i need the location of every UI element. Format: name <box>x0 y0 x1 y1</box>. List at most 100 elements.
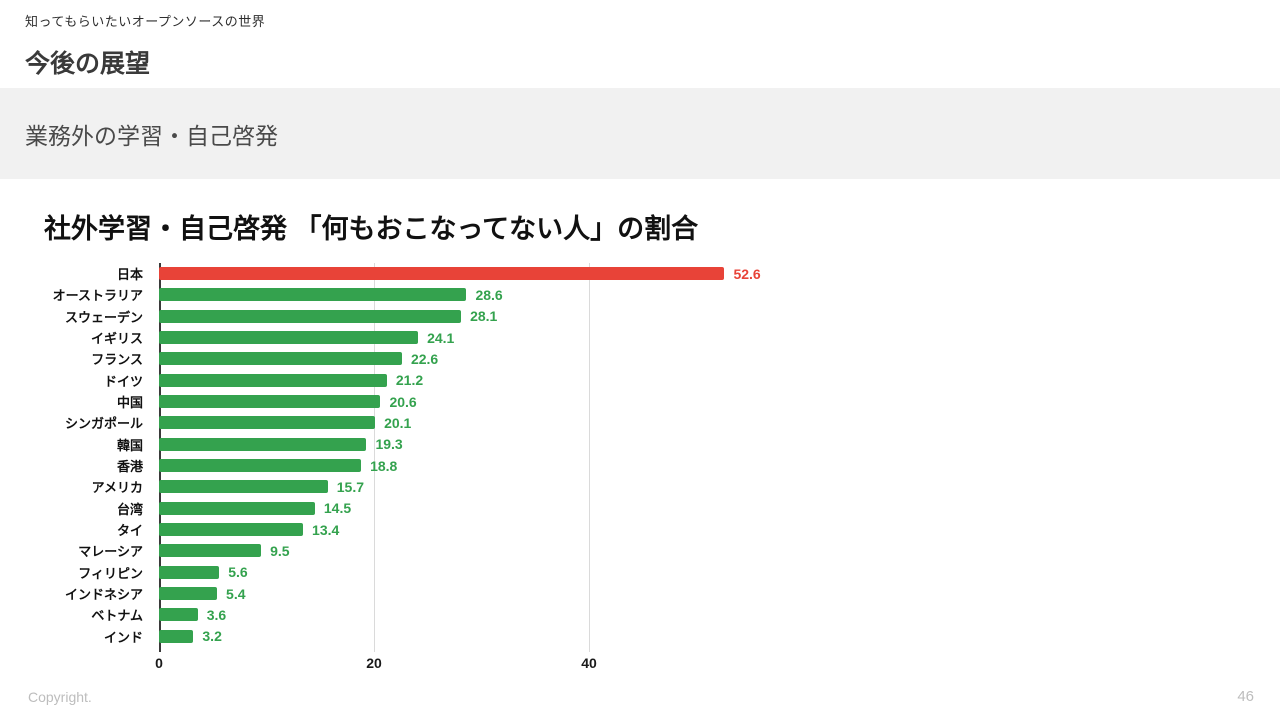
bar-track: 14.5 <box>151 500 824 516</box>
category-label: アメリカ <box>91 480 143 496</box>
x-axis-tick-label: 20 <box>366 655 382 671</box>
bar-track: 21.2 <box>151 372 824 388</box>
chart-row: フランス 22.6 <box>44 348 824 369</box>
bar <box>159 629 194 643</box>
category-label: 韓国 <box>116 437 143 453</box>
chart-row: 香港 18.8 <box>44 455 824 476</box>
category-label: ドイツ <box>103 373 143 389</box>
x-axis-labels: 0 20 40 <box>44 655 824 675</box>
bar-track: 5.6 <box>151 564 824 580</box>
bar-chart: 社外学習・自己啓発 「何もおこなってない人」の割合 日本 52.6 オーストラリア 2… <box>44 207 824 675</box>
category-label: 日本 <box>116 267 143 283</box>
value-label: 9.5 <box>270 542 290 559</box>
chart-row: シンガポール 20.1 <box>44 412 824 433</box>
bar-track: 3.6 <box>151 607 824 623</box>
category-label: 香港 <box>116 459 143 475</box>
chart-row: 韓国 19.3 <box>44 434 824 455</box>
bar-track: 15.7 <box>151 479 824 495</box>
x-axis-tick-label: 40 <box>581 655 597 671</box>
value-label: 19.3 <box>375 436 403 453</box>
bar <box>159 501 315 515</box>
bar-track: 13.4 <box>151 522 824 538</box>
category-label: タイ <box>116 523 143 539</box>
bar <box>159 544 262 558</box>
category-label: フィリピン <box>78 565 143 581</box>
value-label: 28.1 <box>470 308 498 325</box>
value-label: 3.2 <box>202 628 222 645</box>
bar-track: 3.2 <box>151 628 824 644</box>
bar-track: 5.4 <box>151 586 824 602</box>
bar <box>159 608 198 622</box>
gridline <box>589 263 590 652</box>
chart-plot-area: 日本 52.6 オーストラリア 28.6 スウェーデン 28.1 イギリス 24.1 フランス 2… <box>44 263 824 675</box>
bar-track: 22.6 <box>151 351 824 367</box>
chart-row: フィリピン 5.6 <box>44 562 824 583</box>
value-label: 20.1 <box>384 414 412 431</box>
section-header-band: 業務外の学習・自己啓発 <box>0 88 1280 179</box>
chart-row: インドネシア 5.4 <box>44 583 824 604</box>
gridline <box>374 263 375 652</box>
bar <box>159 352 402 366</box>
chart-row: スウェーデン 28.1 <box>44 306 824 327</box>
chart-gridlines <box>44 263 824 652</box>
chart-title: 社外学習・自己啓発 「何もおこなってない人」の割合 <box>44 214 699 244</box>
section-header: 業務外の学習・自己啓発 <box>25 122 278 149</box>
value-label: 24.1 <box>427 329 455 346</box>
chart-row: オーストラリア 28.6 <box>44 284 824 305</box>
chart-row: 中国 20.6 <box>44 391 824 412</box>
value-label: 3.6 <box>206 606 227 623</box>
category-label: ベトナム <box>91 608 143 624</box>
value-label: 22.6 <box>410 350 439 367</box>
bar <box>159 523 304 537</box>
value-label: 13.4 <box>312 521 340 538</box>
bar-track: 9.5 <box>151 543 824 559</box>
chart-row: マレーシア 9.5 <box>44 540 824 561</box>
chart-row: ドイツ 21.2 <box>44 370 824 391</box>
value-label: 14.5 <box>323 500 352 517</box>
chart-row: アメリカ 15.7 <box>44 476 824 497</box>
chart-row: タイ 13.4 <box>44 519 824 540</box>
bar <box>159 331 419 345</box>
bar-track: 19.3 <box>151 436 824 452</box>
bar <box>159 267 725 281</box>
page-number: 46 <box>1237 688 1254 705</box>
value-label: 18.8 <box>370 457 398 474</box>
bar-track: 52.6 <box>151 266 824 282</box>
bar <box>159 480 328 494</box>
bar <box>159 395 381 409</box>
value-label: 20.6 <box>389 393 417 410</box>
bar-track: 18.8 <box>151 458 824 474</box>
bar-track: 20.1 <box>151 415 824 431</box>
page-title: 今後の展望 <box>25 50 151 78</box>
bar <box>159 416 376 430</box>
bar <box>159 459 362 473</box>
bar <box>159 437 367 451</box>
category-label: 中国 <box>116 395 143 411</box>
bar-track: 20.6 <box>151 394 824 410</box>
chart-row: イギリス 24.1 <box>44 327 824 348</box>
chart-rows: 日本 52.6 オーストラリア 28.6 スウェーデン 28.1 イギリス 24.1 フランス 2… <box>44 263 824 647</box>
category-label: スウェーデン <box>64 309 143 325</box>
copyright-text: Copyright. <box>28 689 92 705</box>
bar-track: 24.1 <box>151 330 824 346</box>
category-label: マレーシア <box>78 544 143 560</box>
bar <box>159 373 387 387</box>
value-label: 52.6 <box>733 265 761 282</box>
chart-row: ベトナム 3.6 <box>44 604 824 625</box>
category-label: フランス <box>91 352 143 368</box>
category-label: インド <box>103 629 143 645</box>
bar <box>159 288 467 302</box>
bar-track: 28.1 <box>151 308 824 324</box>
value-label: 21.2 <box>395 372 424 389</box>
category-label: インドネシア <box>64 587 143 603</box>
category-label: 台湾 <box>116 501 143 517</box>
value-label: 28.6 <box>475 286 503 303</box>
category-label: オーストラリア <box>52 288 143 304</box>
category-label: シンガポール <box>64 416 143 432</box>
y-axis-line <box>159 263 161 652</box>
bar <box>159 565 220 579</box>
bar <box>159 309 462 323</box>
chart-row: 台湾 14.5 <box>44 498 824 519</box>
category-label: イギリス <box>90 331 143 347</box>
